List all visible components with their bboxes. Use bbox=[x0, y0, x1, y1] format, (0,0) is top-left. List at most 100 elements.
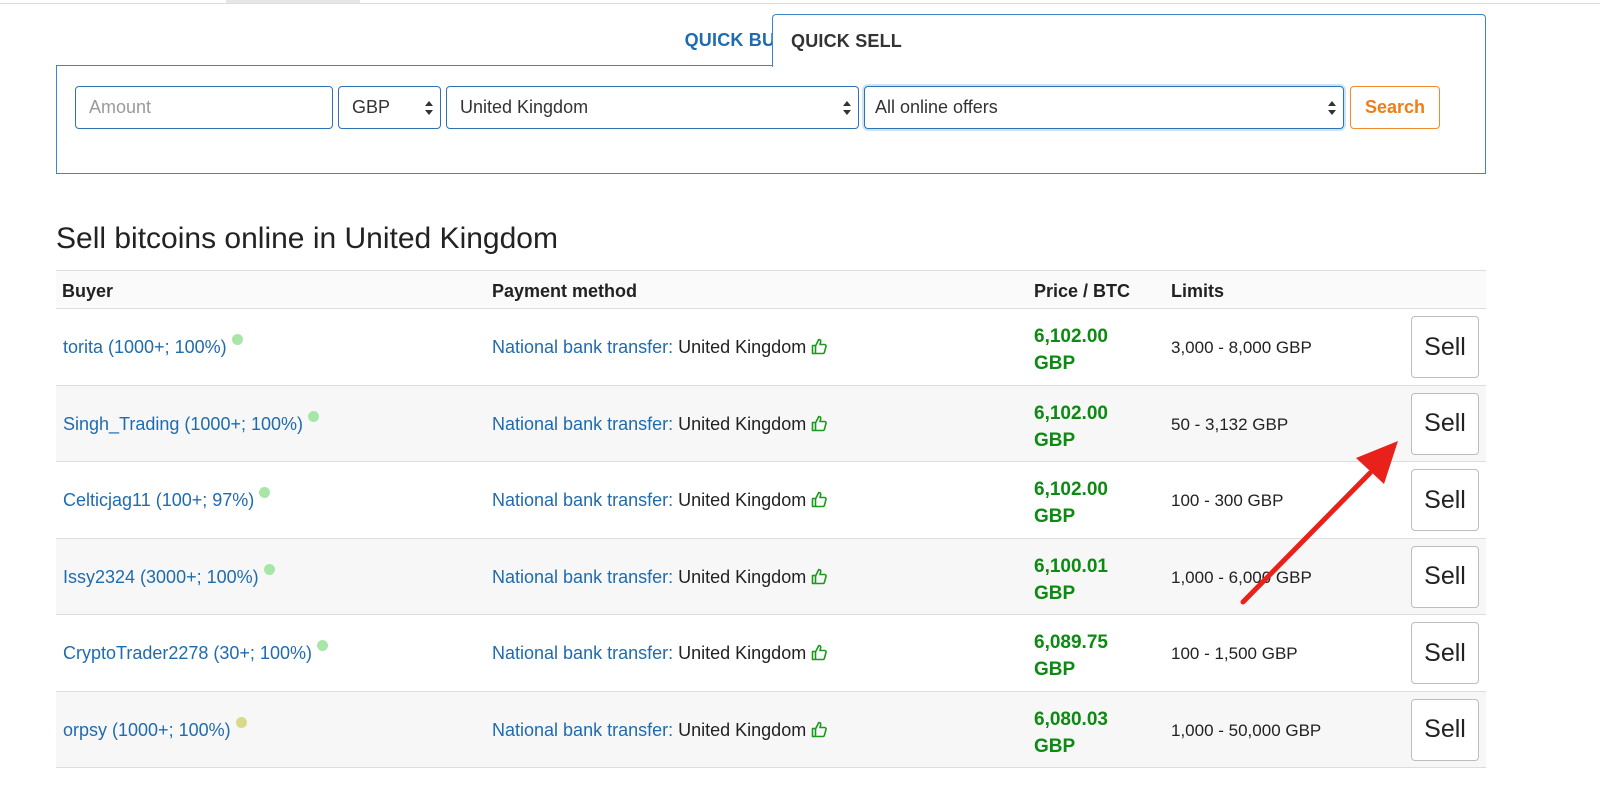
thumbs-up-icon bbox=[811, 568, 828, 590]
search-button[interactable]: Search bbox=[1350, 86, 1440, 129]
payment-location: United Kingdom bbox=[678, 566, 807, 587]
buyer-name: orpsy (1000+; 100%) bbox=[63, 719, 231, 740]
buyer-link[interactable]: orpsy (1000+; 100%) bbox=[63, 716, 247, 741]
payment-location: United Kingdom bbox=[678, 643, 807, 663]
payment-method: National bank transfer: United Kingdom bbox=[492, 719, 828, 743]
tab-quick-sell[interactable]: QUICK SELL bbox=[772, 14, 1486, 67]
table-row: Singh_Trading (1000+; 100%) National bank… bbox=[56, 385, 1486, 462]
buyer-name: Celticjag11 (100+; 97%) bbox=[63, 490, 255, 510]
sell-button[interactable]: Sell bbox=[1411, 316, 1479, 378]
header-payment-method: Payment method bbox=[492, 281, 638, 301]
online-status-dot bbox=[316, 640, 328, 651]
price-per-btc: 6,089.75 GBP bbox=[1034, 629, 1144, 683]
table-row: orpsy (1000+; 100%) National bank transfe… bbox=[56, 691, 1486, 768]
sell-button[interactable]: Sell bbox=[1411, 469, 1479, 531]
header-price: Price / BTC bbox=[1034, 281, 1131, 301]
thumbs-up-icon bbox=[811, 491, 828, 513]
payment-location: United Kingdom bbox=[678, 413, 807, 434]
payment-method-link[interactable]: National bank transfer: bbox=[492, 337, 674, 357]
thumbs-up-icon bbox=[811, 644, 828, 666]
buyer-link[interactable]: Singh_Trading (1000+; 100%) bbox=[63, 410, 319, 435]
price-currency: GBP bbox=[1034, 429, 1076, 451]
table-row: torita (1000+; 100%) National bank transf… bbox=[56, 309, 1486, 386]
top-scroll-indicator bbox=[226, 0, 360, 3]
price-currency: GBP bbox=[1034, 582, 1076, 604]
online-status-dot bbox=[263, 563, 275, 575]
payment-location: United Kingdom bbox=[678, 719, 807, 740]
price-currency: GBP bbox=[1034, 506, 1076, 527]
trade-limits: 1,000 - 50,000 GBP bbox=[1171, 720, 1322, 740]
country-select[interactable]: United Kingdom bbox=[446, 86, 859, 129]
buyer-link[interactable]: Issy2324 (3000+; 100%) bbox=[63, 563, 275, 588]
online-status-dot bbox=[259, 487, 271, 498]
sell-button[interactable]: Sell bbox=[1411, 622, 1479, 684]
price-per-btc: 6,100.01 GBP bbox=[1034, 553, 1144, 607]
payment-method-link[interactable]: National bank transfer: bbox=[492, 719, 674, 740]
buyer-name: CryptoTrader2278 (30+; 100%) bbox=[63, 643, 312, 663]
buyer-link[interactable]: CryptoTrader2278 (30+; 100%) bbox=[63, 640, 328, 664]
select-arrows-icon bbox=[1328, 101, 1336, 115]
payment-method-link[interactable]: National bank transfer: bbox=[492, 566, 674, 587]
header-limits: Limits bbox=[1171, 281, 1225, 301]
sell-button[interactable]: Sell bbox=[1411, 698, 1479, 761]
trade-limits: 1,000 - 6,000 GBP bbox=[1171, 567, 1312, 587]
price-per-btc: 6,102.00 GBP bbox=[1034, 323, 1144, 377]
currency-value: GBP bbox=[352, 97, 391, 117]
payment-location: United Kingdom bbox=[678, 337, 807, 357]
price-value: 6,089.75 bbox=[1034, 632, 1108, 653]
price-per-btc: 6,102.00 GBP bbox=[1034, 400, 1144, 454]
payment-method: National bank transfer: United Kingdom bbox=[492, 566, 828, 590]
price-per-btc: 6,102.00 GBP bbox=[1034, 476, 1144, 530]
currency-select[interactable]: GBP bbox=[338, 86, 441, 129]
offer-type-select[interactable]: All online offers bbox=[864, 86, 1344, 129]
trade-limits: 100 - 1,500 GBP bbox=[1171, 644, 1298, 663]
amount-placeholder: Amount bbox=[89, 97, 152, 117]
thumbs-up-icon bbox=[811, 415, 828, 437]
top-divider bbox=[0, 3, 1600, 4]
table-header: Buyer Payment method Price / BTC Limits bbox=[56, 270, 1486, 309]
payment-method-link[interactable]: National bank transfer: bbox=[492, 490, 674, 510]
header-buyer: Buyer bbox=[62, 281, 114, 301]
thumbs-up-icon bbox=[811, 338, 828, 360]
tab-quick-sell-label: QUICK SELL bbox=[791, 31, 903, 51]
trade-limits: 100 - 300 GBP bbox=[1171, 491, 1284, 510]
price-value: 6,102.00 bbox=[1034, 326, 1108, 347]
table-row: CryptoTrader2278 (30+; 100%) National ban… bbox=[56, 615, 1486, 692]
buyer-name: Singh_Trading (1000+; 100%) bbox=[63, 413, 303, 434]
buyer-name: torita (1000+; 100%) bbox=[63, 337, 227, 357]
online-status-dot bbox=[235, 716, 247, 728]
price-currency: GBP bbox=[1034, 659, 1076, 680]
price-value: 6,102.00 bbox=[1034, 479, 1108, 500]
payment-method: National bank transfer: United Kingdom bbox=[492, 643, 828, 666]
payment-method: National bank transfer: United Kingdom bbox=[492, 337, 828, 360]
select-arrows-icon bbox=[425, 101, 433, 115]
offers-table: Buyer Payment method Price / BTC Limits … bbox=[56, 270, 1486, 768]
tab-quick-buy[interactable]: QUICK BUY bbox=[646, 14, 826, 66]
price-value: 6,102.00 bbox=[1034, 402, 1108, 424]
online-status-dot bbox=[231, 334, 243, 345]
price-per-btc: 6,080.03 GBP bbox=[1034, 706, 1144, 760]
buyer-link[interactable]: Celticjag11 (100+; 97%) bbox=[63, 487, 271, 511]
offer-type-value: All online offers bbox=[875, 97, 998, 117]
table-row: Issy2324 (3000+; 100%) National bank tran… bbox=[56, 538, 1486, 615]
search-panel: Amount GBP United Kingdom All online off… bbox=[56, 65, 1486, 174]
table-row: Celticjag11 (100+; 97%) National bank tra… bbox=[56, 462, 1486, 539]
buyer-name: Issy2324 (3000+; 100%) bbox=[63, 566, 259, 587]
payment-location: United Kingdom bbox=[678, 490, 807, 510]
trade-limits: 3,000 - 8,000 GBP bbox=[1171, 338, 1312, 357]
thumbs-up-icon bbox=[811, 721, 828, 743]
price-value: 6,080.03 bbox=[1034, 708, 1108, 730]
page-title: Sell bitcoins online in United Kingdom bbox=[56, 222, 558, 255]
price-currency: GBP bbox=[1034, 735, 1076, 757]
payment-method-link[interactable]: National bank transfer: bbox=[492, 643, 674, 663]
amount-input[interactable]: Amount bbox=[75, 86, 333, 129]
buyer-link[interactable]: torita (1000+; 100%) bbox=[63, 334, 243, 358]
online-status-dot bbox=[308, 410, 319, 422]
sell-button[interactable]: Sell bbox=[1411, 392, 1479, 455]
quick-tabs: QUICK BUY QUICK SELL bbox=[56, 14, 1486, 67]
tab-quick-buy-label: QUICK BUY bbox=[684, 29, 788, 50]
sell-button[interactable]: Sell bbox=[1411, 545, 1479, 608]
price-currency: GBP bbox=[1034, 353, 1076, 374]
payment-method-link[interactable]: National bank transfer: bbox=[492, 413, 674, 434]
table-body: torita (1000+; 100%) National bank transf… bbox=[56, 309, 1486, 768]
